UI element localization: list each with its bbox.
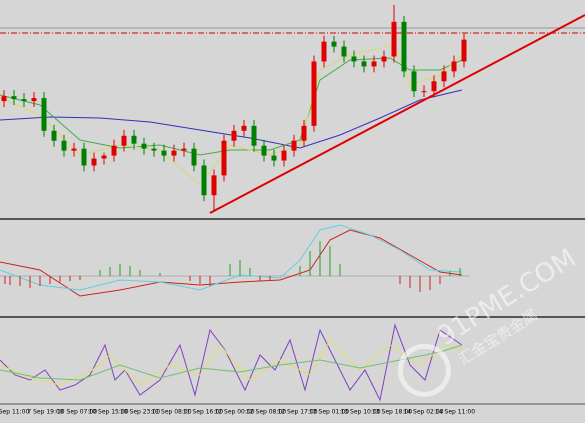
trend-line [209, 14, 585, 214]
candle-body [241, 125, 247, 131]
candle-body [1, 96, 7, 102]
candle-body [441, 71, 447, 82]
candle-body [191, 148, 197, 166]
candle-body [431, 81, 437, 92]
candle-body [211, 175, 217, 196]
candle-body [31, 98, 37, 102]
candle-body [361, 61, 367, 67]
candle-body [41, 98, 47, 131]
x-tick-label: 13 Sep 01:00 [309, 409, 349, 416]
histogram [99, 241, 461, 276]
candle-body [451, 61, 457, 72]
moving-average [0, 89, 463, 149]
candle-body [311, 61, 317, 126]
candle-body [351, 56, 357, 62]
candle-body [371, 61, 377, 67]
x-tick-label: 7 Sep 19:00 [27, 409, 63, 416]
candle-body [281, 150, 287, 161]
candle-body [461, 39, 467, 62]
candle-body [151, 148, 157, 151]
macd-panel [0, 224, 470, 297]
x-tick-label: 13 Sep 18:00 [372, 409, 412, 416]
x-tick-label: 14 Sep 02:00 [403, 409, 443, 416]
moving-average [0, 44, 463, 186]
x-tick-label: 12 Sep 17:00 [277, 409, 317, 416]
x-tick-label: 10 Sep 07:00 [57, 409, 97, 416]
candle-body [301, 125, 307, 141]
candle-body [181, 148, 187, 151]
histogram [4, 276, 441, 292]
candle-body [381, 56, 387, 62]
stochastic-signal [0, 339, 463, 386]
x-tick-label: 14 Sep 11:00 [435, 409, 475, 416]
candle-body [331, 41, 337, 47]
candle-body [81, 148, 87, 166]
macd-line [0, 229, 463, 297]
candle-body [111, 145, 117, 156]
candle-body [51, 130, 57, 141]
x-tick-label: 10 Sep 23:00 [120, 409, 160, 416]
candle-body [231, 130, 237, 141]
candle-body [401, 21, 407, 72]
candle-body [141, 143, 147, 149]
x-tick-label: 12 Sep 00:00 [214, 409, 254, 416]
x-tick-label: 11 Sep 16:00 [183, 409, 223, 416]
candle-body [161, 150, 167, 156]
x-tick-label: Sep 11:00 [0, 409, 29, 416]
candle-body [221, 140, 227, 176]
watermark-logo [397, 343, 451, 397]
candle-body [391, 21, 397, 57]
candle-body [101, 155, 107, 159]
stochastic-line [0, 323, 463, 402]
candle-body [261, 145, 267, 156]
candle-body [71, 148, 77, 151]
x-tick-label: 13 Sep 10:00 [340, 409, 380, 416]
candle-body [421, 91, 427, 93]
candle-body [271, 155, 277, 161]
x-tick-label: 12 Sep 08:00 [246, 409, 286, 416]
candle-body [11, 96, 17, 100]
candle-body [411, 71, 417, 92]
x-tick-label: 10 Sep 15:00 [88, 409, 128, 416]
candle-body [21, 99, 27, 102]
x-tick-label: 11 Sep 08:00 [151, 409, 191, 416]
signal-line [0, 224, 463, 291]
candle-body [121, 135, 127, 146]
price-panel [0, 4, 585, 211]
candle-body [91, 158, 97, 166]
candle-body [201, 165, 207, 196]
candle-body [321, 41, 327, 62]
candle-body [131, 135, 137, 144]
candle-body [171, 150, 177, 156]
candle-body [291, 140, 297, 151]
candle-body [61, 140, 67, 151]
candle-body [251, 125, 257, 146]
candle-body [341, 46, 347, 57]
